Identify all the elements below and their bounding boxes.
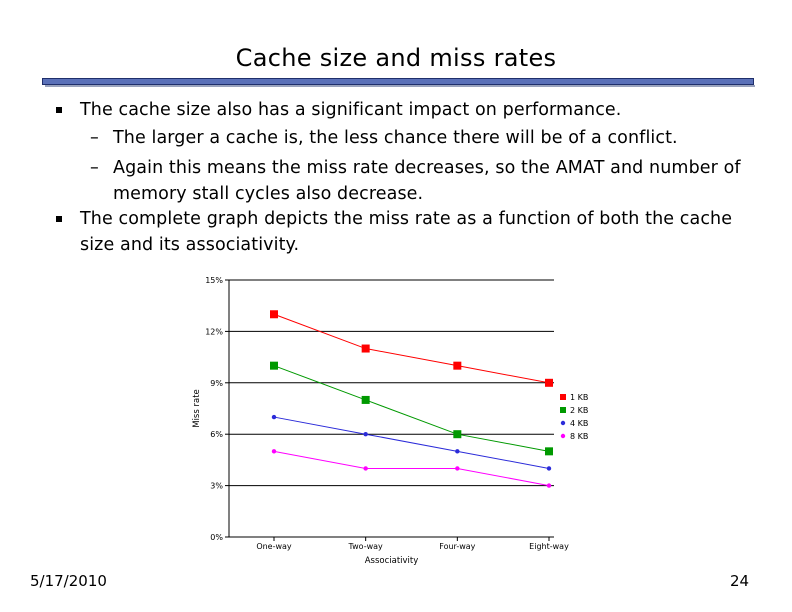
data-point	[271, 449, 277, 454]
y-tick-label: 3%	[210, 482, 223, 491]
data-point	[453, 361, 462, 370]
sub-bullet-dash: –	[90, 158, 99, 178]
legend-marker	[560, 407, 566, 413]
data-point	[363, 432, 368, 437]
legend-label: 8 KB	[570, 432, 588, 441]
data-point	[271, 414, 277, 420]
bullet-3: Again this means the miss rate decreases…	[113, 158, 741, 204]
series-line	[273, 450, 550, 487]
data-point	[453, 430, 462, 439]
data-point	[270, 361, 278, 370]
page-number: 24	[730, 572, 750, 590]
y-axis-label: Miss rate	[192, 389, 202, 428]
data-point	[270, 310, 278, 319]
y-tick-label: 12%	[205, 327, 223, 336]
data-point	[546, 466, 552, 471]
footer-date: 5/17/2010	[30, 572, 107, 590]
bullet-4: The complete graph depicts the miss rate…	[80, 209, 733, 255]
title-underline	[42, 78, 755, 87]
bullet-2: The larger a cache is, the less chance t…	[113, 128, 678, 148]
x-tick-label: Four-way	[439, 542, 475, 551]
legend-marker	[560, 394, 566, 400]
slide-title: Cache size and miss rates	[235, 44, 557, 72]
series-line	[273, 365, 550, 452]
y-tick-label: 9%	[210, 379, 223, 388]
series-line	[273, 313, 550, 384]
data-point	[545, 447, 553, 456]
data-point	[545, 378, 553, 387]
data-point	[546, 483, 552, 488]
data-point	[361, 344, 370, 353]
x-axis-label: Associativity	[365, 556, 419, 566]
sub-bullet-dash: –	[90, 128, 99, 148]
x-tick-label: One-way	[256, 542, 292, 551]
bullet-1: The cache size also has a significant im…	[80, 100, 622, 120]
data-point	[363, 466, 368, 471]
y-tick-label: 15%	[205, 276, 223, 285]
legend-label: 2 KB	[570, 406, 588, 415]
bullet-marker	[56, 216, 62, 222]
series-line	[273, 416, 550, 469]
x-tick-label: Two-way	[348, 542, 383, 551]
legend-label: 1 KB	[570, 393, 588, 402]
legend-label: 4 KB	[570, 419, 588, 428]
bullet-marker	[56, 107, 62, 113]
y-tick-label: 0%	[210, 533, 223, 542]
y-tick-label: 6%	[210, 430, 223, 439]
data-point	[455, 449, 460, 454]
x-tick-label: Eight-way	[529, 542, 569, 551]
data-point	[361, 395, 370, 404]
legend-marker	[560, 420, 566, 426]
legend-marker	[560, 433, 566, 439]
data-point	[455, 466, 460, 471]
